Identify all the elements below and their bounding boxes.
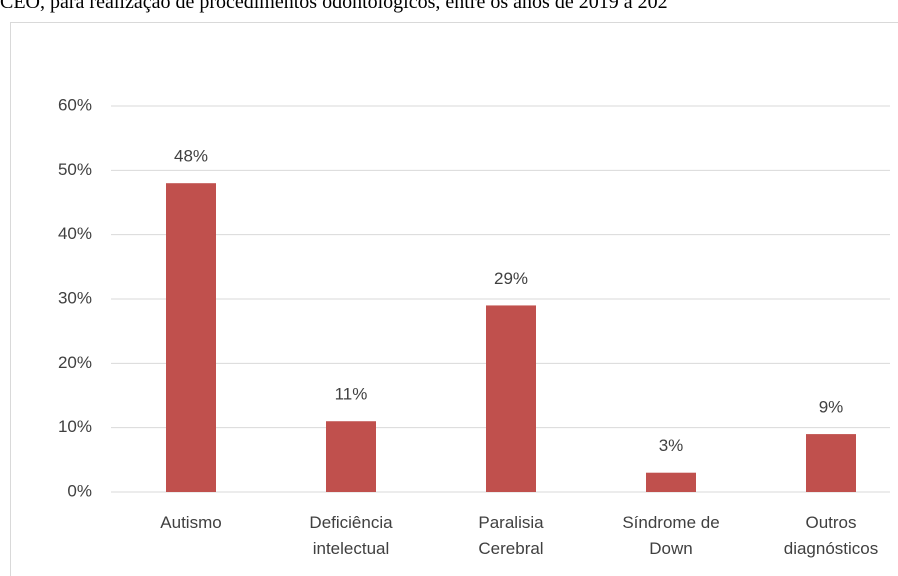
data-label: 9% — [819, 398, 844, 417]
y-tick-label: 50% — [58, 160, 92, 179]
bar — [326, 421, 376, 492]
bar — [486, 305, 536, 492]
y-tick-label: 20% — [58, 353, 92, 372]
y-tick-label: 30% — [58, 288, 92, 307]
chart-frame — [10, 22, 898, 576]
data-label: 29% — [494, 269, 528, 288]
y-tick-label: 0% — [67, 481, 92, 500]
y-tick-label: 40% — [58, 224, 92, 243]
bar — [806, 434, 856, 492]
x-tick-label: Deficiência intelectual — [309, 513, 393, 558]
bar — [646, 472, 696, 492]
x-tick-label: Autismo — [160, 513, 222, 532]
y-tick-label: 60% — [58, 95, 92, 114]
x-tick-label: Outros diagnósticos — [783, 513, 879, 558]
data-label: 3% — [659, 436, 684, 455]
y-tick-label: 10% — [58, 417, 92, 436]
data-label: 48% — [174, 147, 208, 166]
caption: CEO, para realização de procedimentos od… — [0, 0, 668, 13]
x-tick-label: Síndrome de Down — [622, 513, 720, 558]
data-label: 11% — [335, 385, 368, 404]
bar — [166, 183, 216, 492]
x-tick-label: Paralisia Cerebral — [478, 513, 544, 558]
